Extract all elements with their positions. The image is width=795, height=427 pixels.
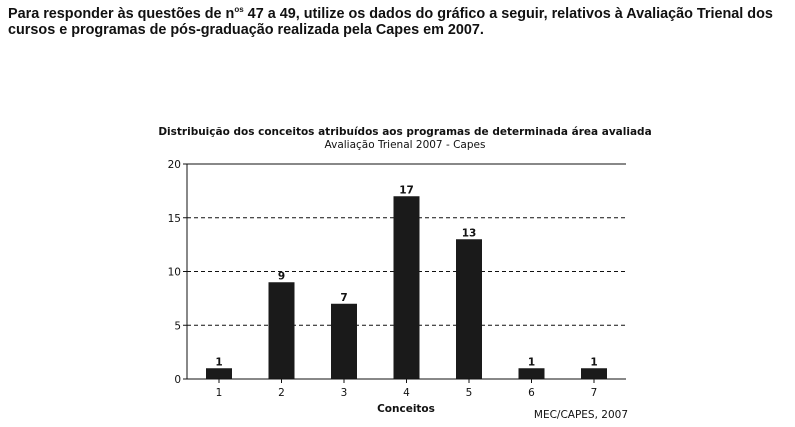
intro-line-1: Para responder às questões de nos 47 a 4… xyxy=(8,2,793,22)
x-tick-label: 6 xyxy=(528,387,535,399)
chart-title: Distribuição dos conceitos atribuídos ao… xyxy=(158,126,651,138)
y-tick-label: 20 xyxy=(168,159,181,171)
x-tick-label: 5 xyxy=(466,387,473,399)
intro-line-1-end: 47 a 49, utilize os dados do gráfico a s… xyxy=(243,5,773,22)
bar-1 xyxy=(206,368,232,379)
x-tick-label: 7 xyxy=(591,387,598,399)
x-axis-ticks: 1 2 3 4 5 6 7 xyxy=(216,379,598,399)
x-tick-label: 1 xyxy=(216,387,223,399)
bar-2 xyxy=(268,282,295,379)
y-tick-label: 15 xyxy=(168,213,181,225)
bar-value-label: 7 xyxy=(340,292,347,304)
x-axis-label: Conceitos xyxy=(377,403,435,415)
y-tick-label: 5 xyxy=(174,320,181,332)
source-note: MEC/CAPES, 2007 xyxy=(534,409,628,421)
y-tick-label: 0 xyxy=(174,374,181,386)
bar-value-label: 13 xyxy=(462,227,477,239)
x-tick-label: 3 xyxy=(341,387,348,399)
intro-line-2: cursos e programas de pós-graduação real… xyxy=(8,21,484,38)
bar-7 xyxy=(581,368,607,379)
bar-4 xyxy=(393,196,420,379)
bar-value-label: 17 xyxy=(399,184,414,196)
bar-3 xyxy=(331,303,357,379)
chart-subtitle: Avaliação Trienal 2007 - Capes xyxy=(325,139,486,151)
bar-value-label: 1 xyxy=(590,356,597,368)
x-tick-label: 4 xyxy=(403,387,410,399)
bar-value-label: 9 xyxy=(278,270,285,282)
bar-value-label: 1 xyxy=(215,356,222,368)
bar-value-labels: 1 9 7 17 13 1 1 xyxy=(215,184,597,368)
intro-superscript: os xyxy=(234,5,244,14)
intro-text: Para responder às questões de nos 47 a 4… xyxy=(8,2,793,38)
x-tick-label: 2 xyxy=(278,387,285,399)
y-tick-label: 10 xyxy=(168,267,181,279)
bars xyxy=(206,196,607,379)
bar-5 xyxy=(456,239,482,379)
y-axis-ticks: 0 5 10 15 20 xyxy=(168,159,187,386)
intro-line-1-start: Para responder às questões de n xyxy=(8,5,235,22)
bar-6 xyxy=(518,368,545,379)
bar-value-label: 1 xyxy=(528,356,535,368)
